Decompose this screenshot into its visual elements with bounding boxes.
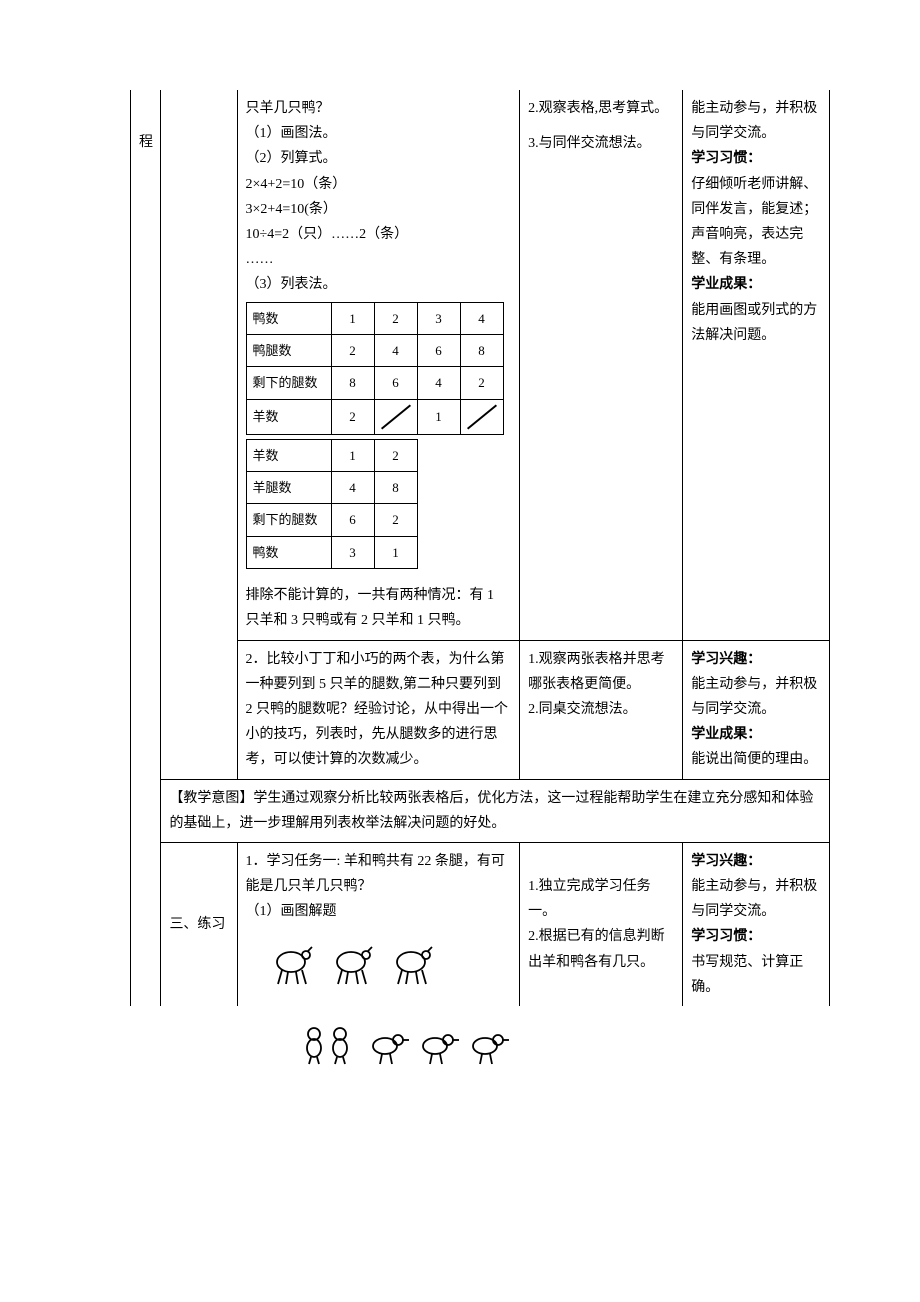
- evaluation-cell: 学习兴趣： 能主动参与，并积极与同学交流。 学业成果： 能说出简便的理由。: [683, 640, 830, 779]
- teach-line: （3）列表法。: [246, 272, 512, 297]
- row-label: 剩下的腿数: [246, 504, 331, 536]
- eval-text: 能说出简便的理由。: [691, 747, 821, 772]
- evaluation-cell: 能主动参与，并积极与同学交流。 学习习惯： 仔细倾听老师讲解、同伴发言，能复述；…: [683, 90, 830, 640]
- cell: 2: [374, 504, 417, 536]
- stage-label: 程: [131, 90, 161, 1006]
- teach-line: 1．学习任务一: 羊和鸭共有 22 条腿，有可能是几只羊几只鸭？: [246, 849, 512, 899]
- teach-line: 3×2+4=10(条）: [246, 197, 512, 222]
- row-label: 剩下的腿数: [246, 367, 331, 399]
- row-label: 羊数: [246, 399, 331, 434]
- row-label: 羊数: [246, 439, 331, 471]
- cell: 8: [460, 334, 503, 366]
- teach-line: （1）画图法。: [246, 121, 512, 146]
- teach-line: （2）列算式。: [246, 146, 512, 171]
- cell: 6: [331, 504, 374, 536]
- section-label: 三、练习: [161, 842, 237, 1006]
- lesson-plan-table: 程 只羊几只鸭？ （1）画图法。 （2）列算式。 2×4+2=10（条） 3×2…: [130, 90, 830, 1006]
- slash-cell: [374, 399, 417, 434]
- cell: 1: [374, 536, 417, 568]
- cell: 2: [374, 302, 417, 334]
- eval-heading: 学业成果：: [691, 722, 821, 747]
- eval-heading: 学习兴趣：: [691, 647, 821, 672]
- eval-text: 能主动参与，并积极与同学交流。: [691, 672, 821, 722]
- eval-text: 能用画图或列式的方法解决问题。: [691, 298, 821, 348]
- cell: 3: [331, 536, 374, 568]
- student-line: 1.独立完成学习任务一。: [528, 874, 674, 924]
- section-cell: [161, 90, 237, 779]
- student-activity-cell: 1.独立完成学习任务一。 2.根据已有的信息判断出羊和鸭各有几只。: [520, 842, 683, 1006]
- cell: 4: [460, 302, 503, 334]
- teaching-activity-cell: 只羊几只鸭？ （1）画图法。 （2）列算式。 2×4+2=10（条） 3×2+4…: [237, 90, 520, 640]
- evaluation-cell: 学习兴趣： 能主动参与，并积极与同学交流。 学习习惯： 书写规范、计算正确。: [683, 842, 830, 1006]
- cell: 8: [331, 367, 374, 399]
- cell: 3: [417, 302, 460, 334]
- teach-line: 2×4+2=10（条）: [246, 172, 512, 197]
- conclusion-text: 排除不能计算的，一共有两种情况：有 1 只羊和 3 只鸭或有 2 只羊和 1 只…: [246, 583, 512, 633]
- table-row: 鸭腿数 2 4 6 8: [246, 334, 503, 366]
- slash-cell: [460, 399, 503, 434]
- cell: 8: [374, 472, 417, 504]
- teaching-intent-row: 【教学意图】学生通过观察分析比较两张表格后，优化方法，这一过程能帮助学生在建立充…: [131, 779, 830, 842]
- row-label: 鸭数: [246, 536, 331, 568]
- sheep-drawing-icon: [266, 940, 446, 990]
- table-row: 羊数 2 1: [246, 399, 503, 434]
- duck-drawing-icon: [300, 1022, 520, 1068]
- teach-line: 10÷4=2（只）……2（条）: [246, 222, 512, 247]
- duck-table: 鸭数 1 2 3 4 鸭腿数 2 4 6 8 剩下的腿数 8 6 4: [246, 302, 504, 435]
- animal-drawings: [246, 924, 512, 990]
- eval-heading: 学业成果：: [691, 272, 821, 297]
- table-row: 剩下的腿数 6 2: [246, 504, 417, 536]
- row-label: 鸭数: [246, 302, 331, 334]
- row-label: 鸭腿数: [246, 334, 331, 366]
- student-line: 3.与同伴交流想法。: [528, 131, 674, 156]
- eval-text: 仔细倾听老师讲解、同伴发言，能复述；声音响亮，表达完整、有条理。: [691, 172, 821, 273]
- cell: 1: [417, 399, 460, 434]
- student-line: 1.观察两张表格并思考哪张表格更简便。: [528, 647, 674, 697]
- duck-drawings: [130, 1006, 830, 1068]
- cell: 2: [460, 367, 503, 399]
- eval-text: 能主动参与，并积极与同学交流。: [691, 874, 821, 924]
- student-line: 2.根据已有的信息判断出羊和鸭各有几只。: [528, 924, 674, 974]
- table-row: 三、练习 1．学习任务一: 羊和鸭共有 22 条腿，有可能是几只羊几只鸭？ （1…: [131, 842, 830, 1006]
- teach-line: （1）画图解题: [246, 899, 512, 924]
- table-row: 剩下的腿数 8 6 4 2: [246, 367, 503, 399]
- teaching-activity-cell: 1．学习任务一: 羊和鸭共有 22 条腿，有可能是几只羊几只鸭？ （1）画图解题: [237, 842, 520, 1006]
- table-row: 鸭数 1 2 3 4: [246, 302, 503, 334]
- student-activity-cell: 1.观察两张表格并思考哪张表格更简便。 2.同桌交流想法。: [520, 640, 683, 779]
- cell: 6: [374, 367, 417, 399]
- eval-text: 书写规范、计算正确。: [691, 950, 821, 1000]
- teaching-intent-text: 【教学意图】学生通过观察分析比较两张表格后，优化方法，这一过程能帮助学生在建立充…: [161, 779, 830, 842]
- eval-heading: 学习习惯：: [691, 924, 821, 949]
- student-activity-cell: 2.观察表格,思考算式。 3.与同伴交流想法。: [520, 90, 683, 640]
- cell: 2: [331, 399, 374, 434]
- cell: 6: [417, 334, 460, 366]
- eval-heading: 学习兴趣：: [691, 849, 821, 874]
- cell: 4: [374, 334, 417, 366]
- cell: 1: [331, 302, 374, 334]
- teach-line: 只羊几只鸭？: [246, 96, 512, 121]
- sheep-table: 羊数 1 2 羊腿数 4 8 剩下的腿数 6 2 鸭数 3 1: [246, 439, 418, 570]
- teach-line: ……: [246, 247, 512, 272]
- student-line: 2.观察表格,思考算式。: [528, 96, 674, 121]
- table-row: 程 只羊几只鸭？ （1）画图法。 （2）列算式。 2×4+2=10（条） 3×2…: [131, 90, 830, 640]
- table-row: 羊腿数 4 8: [246, 472, 417, 504]
- table-row: 鸭数 3 1: [246, 536, 417, 568]
- cell: 4: [331, 472, 374, 504]
- table-row: 羊数 1 2: [246, 439, 417, 471]
- cell: 2: [331, 334, 374, 366]
- row-label: 羊腿数: [246, 472, 331, 504]
- eval-text: 能主动参与，并积极与同学交流。: [691, 96, 821, 146]
- cell: 1: [331, 439, 374, 471]
- cell: 4: [417, 367, 460, 399]
- eval-heading: 学习习惯：: [691, 146, 821, 171]
- cell: 2: [374, 439, 417, 471]
- teaching-activity-cell: 2．比较小丁丁和小巧的两个表，为什么第一种要列到 5 只羊的腿数,第二种只要列到…: [237, 640, 520, 779]
- student-line: 2.同桌交流想法。: [528, 697, 674, 722]
